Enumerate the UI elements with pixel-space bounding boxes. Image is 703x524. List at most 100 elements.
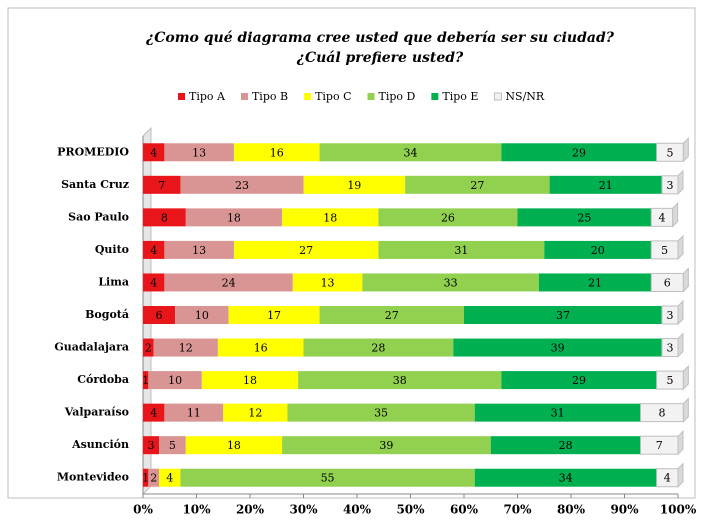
legend-label: Tipo C xyxy=(315,90,351,103)
bar-side xyxy=(682,397,689,423)
data-label: 3 xyxy=(666,309,673,322)
data-label: 10 xyxy=(195,309,209,322)
bar-side xyxy=(677,332,684,358)
data-label: 8 xyxy=(658,407,665,420)
data-label: 16 xyxy=(254,342,268,355)
bar-segment xyxy=(180,175,304,194)
bar-segment xyxy=(185,436,283,455)
data-label: 10 xyxy=(168,374,182,387)
bar-side xyxy=(677,462,684,488)
bar-segment xyxy=(153,338,218,357)
bar-side xyxy=(677,169,684,196)
y-tick-label: Quito xyxy=(95,243,129,256)
bar-segment xyxy=(164,403,224,422)
bar-segment xyxy=(143,208,186,227)
bar-segment xyxy=(501,143,657,162)
bar-segment xyxy=(233,240,379,259)
data-label: 24 xyxy=(222,276,236,289)
data-label: 27 xyxy=(470,179,484,192)
x-tick-label: 100% xyxy=(660,503,697,517)
data-label: 18 xyxy=(323,211,337,224)
data-label: 18 xyxy=(243,374,257,387)
bar-segment xyxy=(362,273,539,292)
bar-segment xyxy=(490,436,641,455)
data-label: 28 xyxy=(559,439,573,452)
data-label: 27 xyxy=(299,244,313,257)
bar-segment xyxy=(517,208,652,227)
legend-swatch xyxy=(493,92,502,101)
data-label: 27 xyxy=(385,309,399,322)
data-label: 2 xyxy=(150,472,157,485)
x-tick-label: 30% xyxy=(289,503,318,517)
legend-swatch xyxy=(304,93,312,100)
bar-segment xyxy=(549,175,662,194)
bar-segment xyxy=(164,240,234,259)
bar-segment xyxy=(223,403,288,422)
legend-label: Tipo B xyxy=(252,90,288,103)
bar-segment xyxy=(148,468,160,487)
x-tick-label: 10% xyxy=(182,503,211,517)
data-label: 25 xyxy=(577,211,591,224)
chart-subtitle: ¿Cuál prefiere usted? xyxy=(296,50,464,66)
bar-segment xyxy=(538,273,652,292)
bar-segment xyxy=(143,306,176,324)
bar-segment xyxy=(143,175,181,194)
data-label: 13 xyxy=(192,244,206,257)
data-label: 19 xyxy=(347,179,361,192)
data-label: 7 xyxy=(656,439,663,452)
bar-segment xyxy=(143,468,149,487)
data-label: 31 xyxy=(454,244,468,257)
data-label: 3 xyxy=(666,179,673,192)
x-tick-label: 20% xyxy=(236,503,265,517)
data-label: 18 xyxy=(227,439,241,452)
data-label: 34 xyxy=(559,472,573,485)
data-label: 4 xyxy=(658,211,665,224)
x-tick-label: 90% xyxy=(610,503,639,517)
data-label: 1 xyxy=(142,374,149,387)
data-label: 33 xyxy=(444,276,458,289)
data-label: 5 xyxy=(666,374,673,387)
data-label: 38 xyxy=(393,374,407,387)
bar-segment xyxy=(143,436,160,455)
bar-segment xyxy=(143,338,154,357)
bar-segment xyxy=(319,143,502,162)
bar-segment xyxy=(501,371,657,390)
bar-side xyxy=(672,202,679,228)
data-label: 4 xyxy=(166,472,173,485)
data-label: 4 xyxy=(150,276,157,289)
x-tick-label: 0% xyxy=(133,503,153,517)
data-label: 31 xyxy=(551,407,565,420)
bar-segment xyxy=(282,208,379,227)
data-label: 3 xyxy=(148,439,155,452)
bar-side xyxy=(677,299,684,326)
data-label: 8 xyxy=(161,211,168,224)
bar-segment xyxy=(185,208,283,227)
data-label: 11 xyxy=(187,407,201,420)
bar-side xyxy=(682,267,689,293)
data-label: 20 xyxy=(591,244,605,257)
x-tick-label: 60% xyxy=(450,503,479,517)
y-tick-label: Sao Paulo xyxy=(68,210,129,223)
legend-swatch xyxy=(431,93,439,100)
data-label: 29 xyxy=(572,146,586,159)
y-tick-label: Guadalajara xyxy=(54,341,129,354)
data-label: 4 xyxy=(150,146,157,159)
data-label: 16 xyxy=(270,146,284,159)
bar-segment xyxy=(164,143,234,162)
legend-label: Tipo D xyxy=(379,90,416,103)
legend-swatch xyxy=(367,93,375,100)
data-label: 12 xyxy=(179,342,193,355)
bar-segment xyxy=(228,306,320,324)
bar-segment xyxy=(474,468,657,487)
data-label: 5 xyxy=(169,439,176,452)
bar-segment xyxy=(143,143,165,162)
bar-segment xyxy=(544,240,652,259)
bar-segment xyxy=(319,306,464,324)
x-tick-label: 50% xyxy=(396,503,425,517)
data-label: 2 xyxy=(145,342,152,355)
bar-segment xyxy=(159,468,181,487)
data-label: 3 xyxy=(666,342,673,355)
data-label: 18 xyxy=(227,211,241,224)
legend-label: NS/NR xyxy=(505,90,544,103)
